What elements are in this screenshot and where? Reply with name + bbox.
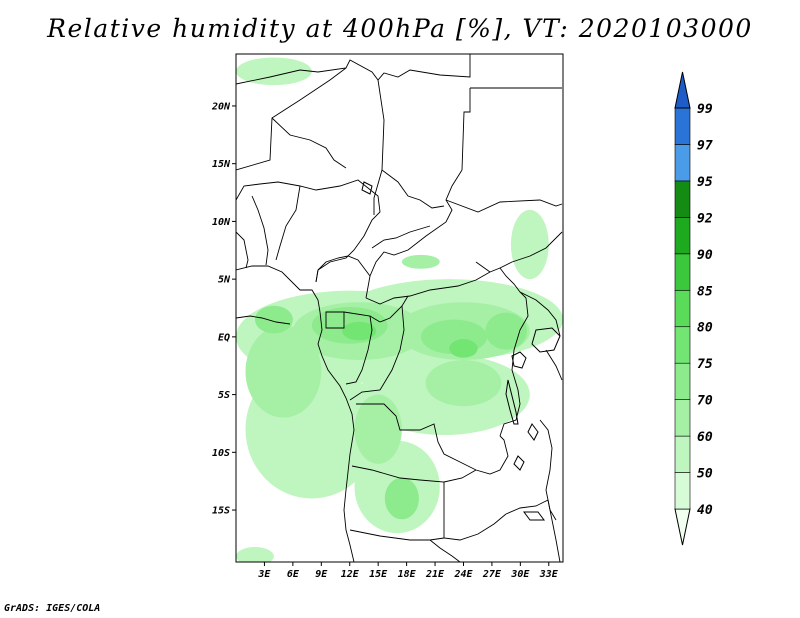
colorbar-lower-arrow bbox=[674, 508, 691, 546]
lat-tick-label: 5N bbox=[218, 275, 231, 286]
colorbar-segment bbox=[674, 289, 691, 328]
lat-tick-label: 15N bbox=[212, 159, 231, 170]
colorbar-segment bbox=[674, 253, 691, 291]
lon-tick-label: 24E bbox=[453, 569, 473, 580]
map-axes: 20N 15N 10N 5N EQ 5S 10S 15S 3E 6E 9E 12E 15E 18E 21E 2… bbox=[211, 101, 559, 580]
colorbar-label: 97 bbox=[697, 138, 713, 153]
colorbar-label: 70 bbox=[697, 394, 713, 409]
humidity-region bbox=[425, 359, 502, 407]
humidity-region bbox=[485, 312, 527, 350]
lakes bbox=[361, 181, 561, 521]
humidity-region bbox=[236, 57, 312, 86]
lon-tick-label: 21E bbox=[425, 569, 445, 580]
lon-tick-label: 6E bbox=[287, 569, 300, 580]
colorbar-segment bbox=[674, 144, 691, 182]
colorbar-label: 85 bbox=[697, 284, 713, 299]
colorbar-segment bbox=[674, 472, 691, 510]
plot-frame bbox=[235, 53, 564, 563]
colorbar-label: 80 bbox=[697, 321, 713, 336]
humidity-region bbox=[245, 325, 322, 418]
humidity-region bbox=[236, 546, 274, 562]
colorbar: 40 50 60 70 75 80 85 90 92 95 97 99 bbox=[674, 71, 713, 546]
colorbar-label: 40 bbox=[697, 503, 713, 518]
lon-tick-label: 30E bbox=[510, 569, 530, 580]
lat-tick-label: 10S bbox=[212, 448, 230, 459]
lat-tick-label: 10N bbox=[212, 217, 231, 228]
humidity-region bbox=[449, 339, 478, 358]
humidity-region bbox=[401, 254, 440, 269]
colorbar-label: 92 bbox=[697, 211, 713, 226]
colorbar-label: 90 bbox=[697, 248, 713, 263]
colorbar-segment bbox=[674, 107, 691, 145]
humidity-region bbox=[510, 209, 549, 280]
colorbar-label: 95 bbox=[697, 175, 713, 190]
humidity-region bbox=[384, 477, 419, 520]
chart-title: Relative humidity at 400hPa [%], VT: 202… bbox=[47, 14, 753, 43]
lon-tick-label: 9E bbox=[315, 569, 328, 580]
lon-tick-label: 3E bbox=[257, 569, 271, 580]
lat-tick-label: 5S bbox=[218, 390, 230, 401]
lon-tick-label: 15E bbox=[369, 569, 388, 580]
humidity-region bbox=[342, 321, 377, 341]
lon-tick-label: 33E bbox=[539, 569, 559, 580]
colorbar-label: 60 bbox=[697, 430, 713, 445]
humidity-region bbox=[254, 305, 293, 334]
humidity-region bbox=[354, 394, 402, 464]
colorbar-segment bbox=[674, 362, 691, 400]
colorbar-label: 75 bbox=[697, 357, 713, 372]
lon-tick-label: 27E bbox=[482, 569, 502, 580]
lon-tick-label: 12E bbox=[341, 569, 360, 580]
colorbar-upper-arrow bbox=[674, 71, 691, 109]
country-borders bbox=[236, 54, 563, 562]
colorbar-segment bbox=[674, 180, 691, 218]
humidity-fill-layer bbox=[236, 57, 563, 562]
colorbar-label: 50 bbox=[697, 467, 713, 482]
lon-tick-label: 18E bbox=[398, 569, 417, 580]
lat-tick-label: 20N bbox=[211, 101, 231, 112]
lat-tick-label: EQ bbox=[218, 332, 230, 343]
lat-tick-label: 15S bbox=[212, 506, 230, 517]
grads-credit: GrADS: IGES/COLA bbox=[4, 603, 101, 614]
colorbar-segment bbox=[674, 399, 691, 437]
colorbar-segment bbox=[674, 217, 691, 255]
colorbar-label: 99 bbox=[697, 102, 713, 117]
colorbar-segment bbox=[674, 326, 691, 364]
colorbar-segment bbox=[674, 435, 691, 473]
